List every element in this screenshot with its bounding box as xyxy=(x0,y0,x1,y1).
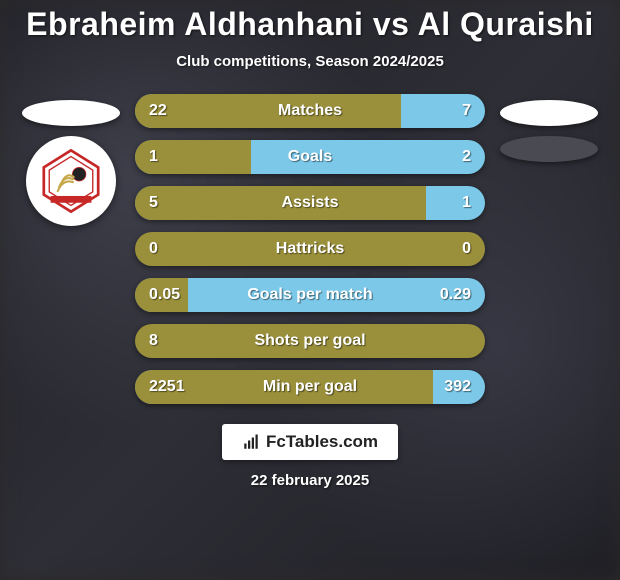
stat-value-left: 22 xyxy=(149,102,167,120)
logo-text: FcTables.com xyxy=(266,432,378,452)
player2-flag-1 xyxy=(500,100,598,126)
date: 22 february 2025 xyxy=(251,472,369,489)
stat-value-right: 0 xyxy=(462,240,471,258)
stat-label: Shots per goal xyxy=(254,332,365,350)
subtitle: Club competitions, Season 2024/2025 xyxy=(176,53,444,70)
stat-bar: 0 0 Hattricks xyxy=(135,232,485,266)
player1-flag xyxy=(22,100,120,126)
stat-bar: 2251 392 Min per goal xyxy=(135,370,485,404)
stat-value-left: 2251 xyxy=(149,378,185,396)
stat-bars: 22 7 Matches 1 2 Goals 5 1 Assists 0 0 Hattricks 0.0… xyxy=(135,94,485,404)
stat-bar: 22 7 Matches xyxy=(135,94,485,128)
stat-value-right: 392 xyxy=(444,378,471,396)
stat-bar: 1 2 Goals xyxy=(135,140,485,174)
stat-value-right: 2 xyxy=(462,148,471,166)
player1-club-badge xyxy=(26,136,116,226)
comparison-row: 22 7 Matches 1 2 Goals 5 1 Assists 0 0 Hattricks 0.0… xyxy=(0,94,620,404)
chart-icon xyxy=(242,433,260,451)
fctables-logo[interactable]: FcTables.com xyxy=(222,424,398,460)
stat-label: Goals per match xyxy=(247,286,372,304)
stat-value-left: 5 xyxy=(149,194,158,212)
stat-value-left: 1 xyxy=(149,148,158,166)
stat-bar: 8 Shots per goal xyxy=(135,324,485,358)
stat-bar: 5 1 Assists xyxy=(135,186,485,220)
stat-label: Goals xyxy=(288,148,332,166)
player2-flag-2 xyxy=(500,136,598,162)
stat-value-left: 0 xyxy=(149,240,158,258)
stat-value-right: 0.29 xyxy=(440,286,471,304)
stat-label: Hattricks xyxy=(276,240,344,258)
stat-label: Min per goal xyxy=(263,378,357,396)
stat-value-left: 8 xyxy=(149,332,158,350)
stat-bar: 0.05 0.29 Goals per match xyxy=(135,278,485,312)
page-title: Ebraheim Aldhanhani vs Al Quraishi xyxy=(26,6,594,43)
stat-value-right: 1 xyxy=(462,194,471,212)
player2-side xyxy=(499,94,599,162)
stat-label: Matches xyxy=(278,102,342,120)
stat-label: Assists xyxy=(282,194,339,212)
content-wrapper: Ebraheim Aldhanhani vs Al Quraishi Club … xyxy=(0,0,620,580)
stat-value-left: 0.05 xyxy=(149,286,180,304)
player1-side xyxy=(21,94,121,226)
footer: FcTables.com 22 february 2025 xyxy=(222,424,398,489)
club-logo-icon xyxy=(37,147,105,215)
stat-value-right: 7 xyxy=(462,102,471,120)
